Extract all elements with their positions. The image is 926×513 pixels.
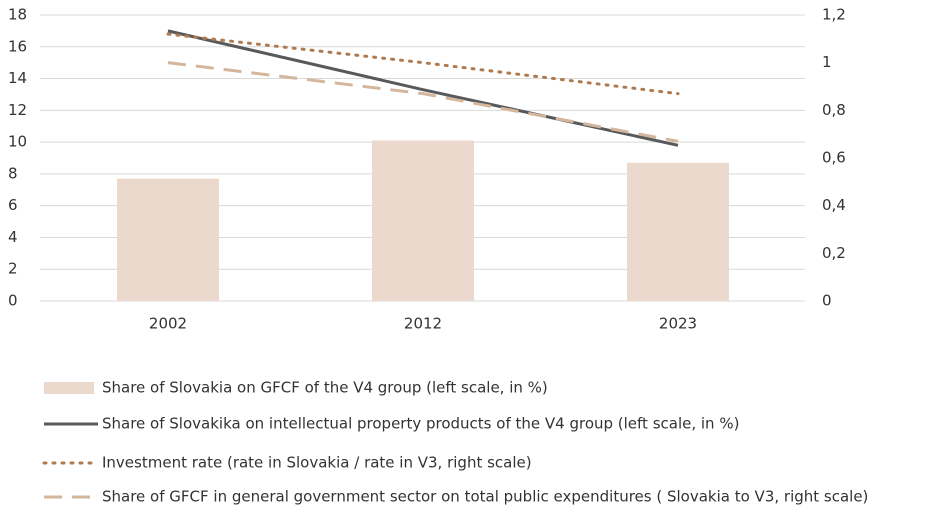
y2-tick-label: 1,2 [822,6,846,24]
y-tick-label: 2 [8,260,18,278]
legend-swatch [44,382,94,394]
line [167,29,679,147]
bar [627,162,729,301]
y-tick-label: 6 [8,196,18,214]
y-tick-label: 16 [8,37,27,55]
legend-label: Share of Slovakika on intellectual prope… [102,415,739,433]
y-tick-label: 10 [8,133,27,151]
y-tick-label: 18 [8,6,27,24]
y2-tick-label: 0,8 [822,101,846,119]
legend-label: Investment rate (rate in Slovakia / rate… [102,454,532,472]
line [166,32,680,96]
y2-tick-label: 0,4 [822,196,846,214]
y2-tick-label: 1 [822,53,832,71]
legend-label: Share of Slovakia on GFCF of the V4 grou… [102,379,548,397]
x-tick-label: 2023 [659,315,697,333]
y-tick-label: 12 [8,101,27,119]
y-tick-label: 14 [8,69,27,87]
y-tick-label: 0 [8,292,18,310]
bar [372,140,474,301]
bar [117,178,219,301]
y-tick-label: 8 [8,164,18,182]
y2-tick-label: 0,6 [822,149,846,167]
line [167,61,679,143]
x-tick-label: 2002 [149,315,187,333]
x-tick-label: 2012 [404,315,442,333]
y-tick-label: 4 [8,228,18,246]
y2-tick-label: 0 [822,292,832,310]
legend-label: Share of GFCF in general government sect… [102,488,868,506]
y2-tick-label: 0,2 [822,244,846,262]
